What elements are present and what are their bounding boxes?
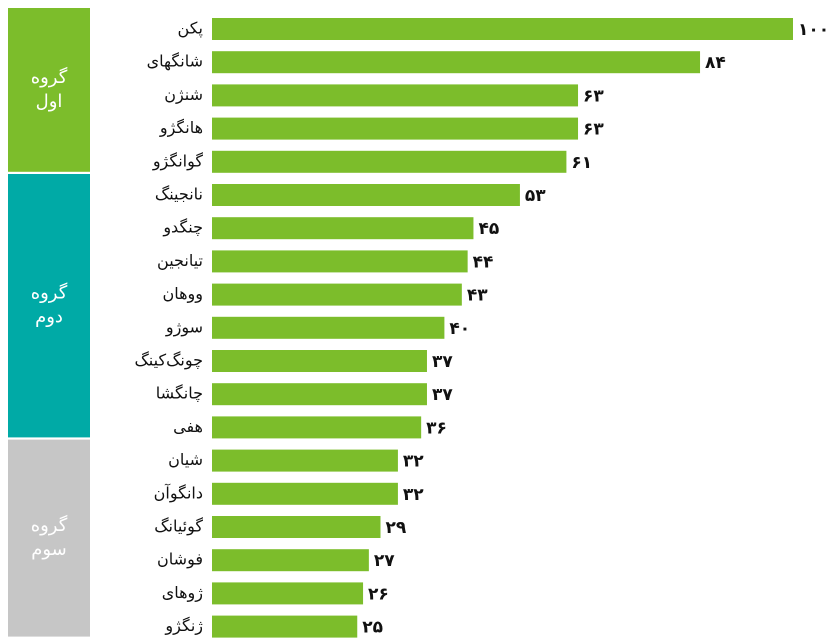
group-label: اول bbox=[36, 91, 63, 112]
value-label: ۴۰ bbox=[449, 319, 470, 339]
bar bbox=[212, 615, 358, 638]
category-label: ژوهای bbox=[162, 583, 204, 603]
value-label: ۶۱ bbox=[571, 153, 592, 173]
value-label: ۲۶ bbox=[368, 584, 389, 604]
value-label: ۲۵ bbox=[362, 618, 383, 638]
category-label: شانگهای bbox=[147, 52, 203, 72]
category-label: نانجینگ bbox=[155, 185, 203, 204]
value-label: ۱۰۰ bbox=[798, 20, 829, 40]
bar bbox=[212, 383, 427, 406]
bar bbox=[212, 416, 422, 439]
category-label: شیان bbox=[168, 450, 203, 469]
bar bbox=[212, 150, 567, 173]
category-label: چنگدو bbox=[162, 218, 203, 238]
bar bbox=[212, 516, 381, 538]
value-label: ۴۴ bbox=[473, 252, 494, 272]
category-label: تیانجین bbox=[157, 251, 203, 271]
category-label: هانگژو bbox=[159, 118, 203, 138]
group-label: سوم bbox=[31, 539, 67, 560]
bar bbox=[212, 482, 398, 505]
category-label: فوشان bbox=[157, 550, 203, 570]
bar bbox=[212, 316, 445, 339]
value-label: ۴۵ bbox=[478, 219, 499, 239]
category-label: گوانگژو bbox=[152, 151, 204, 171]
group-label: گروه bbox=[31, 66, 68, 88]
bar bbox=[212, 51, 701, 74]
bar bbox=[212, 449, 398, 472]
value-label: ۳۷ bbox=[432, 352, 453, 372]
category-label: چانگشا bbox=[156, 384, 203, 403]
value-label: ۸۴ bbox=[705, 53, 726, 73]
category-label: ژنگژو bbox=[164, 616, 203, 636]
group-label: گروه bbox=[31, 282, 68, 304]
value-label: ۳۷ bbox=[432, 385, 453, 405]
bar bbox=[212, 283, 462, 306]
group-box bbox=[8, 8, 90, 172]
bar bbox=[212, 350, 427, 372]
category-label: گوئیانگ bbox=[154, 517, 203, 537]
category-label: شنژن bbox=[164, 85, 203, 105]
category-label: سوژو bbox=[165, 317, 203, 337]
bar bbox=[212, 18, 793, 40]
value-label: ۳۲ bbox=[403, 452, 424, 472]
value-label: ۲۹ bbox=[385, 518, 406, 538]
category-label: چونگ‌کینگ bbox=[134, 351, 203, 371]
bar bbox=[212, 582, 364, 605]
value-label: ۴۳ bbox=[467, 286, 488, 306]
bar bbox=[212, 549, 369, 572]
bar bbox=[212, 117, 579, 140]
category-label: هفی bbox=[173, 417, 203, 436]
category-label: پکن bbox=[178, 19, 203, 39]
value-label: ۳۲ bbox=[403, 485, 424, 505]
value-label: ۵۳ bbox=[525, 186, 546, 206]
bar bbox=[212, 84, 579, 107]
value-label: ۶۳ bbox=[583, 120, 604, 140]
category-label: ووهان bbox=[162, 284, 203, 304]
bar bbox=[212, 184, 520, 206]
bar bbox=[212, 250, 468, 273]
group-box bbox=[8, 439, 90, 637]
group-box bbox=[8, 174, 90, 438]
value-label: ۲۷ bbox=[374, 551, 395, 571]
category-label: دانگوآن bbox=[154, 483, 203, 503]
group-label: دوم bbox=[35, 307, 63, 328]
bar bbox=[212, 217, 474, 240]
group-label: گروه bbox=[31, 514, 68, 536]
value-label: ۶۳ bbox=[583, 86, 604, 106]
value-label: ۳۶ bbox=[426, 418, 447, 438]
